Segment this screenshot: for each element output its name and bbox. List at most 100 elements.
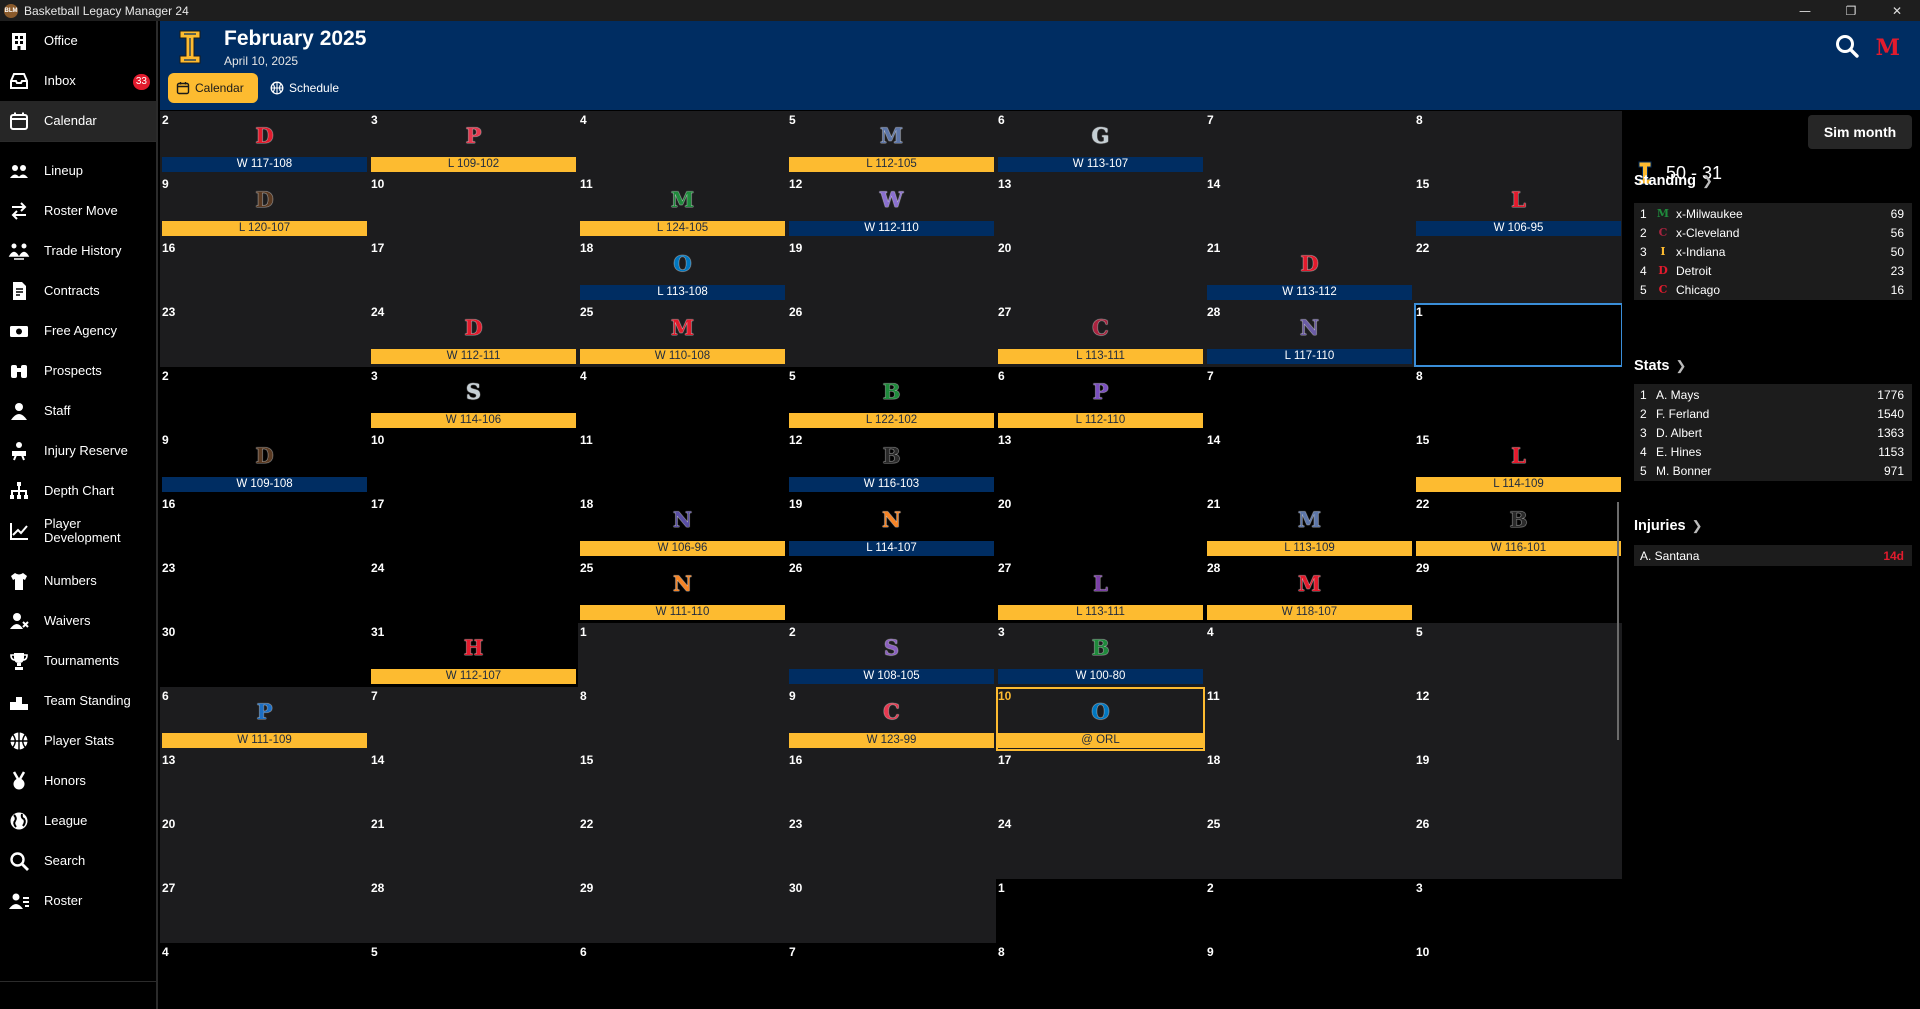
calendar-day[interactable]: 22 [578,815,787,879]
calendar-day[interactable]: 9 C W 123-99 [787,687,996,751]
calendar-day[interactable]: 9 D W 109-108 [160,431,369,495]
game-result[interactable]: L 120-107 [162,221,367,236]
game-result[interactable]: W 108-105 [789,669,994,684]
sidebar-item-team-standing[interactable]: Team Standing [0,681,156,721]
calendar-day[interactable]: 24 D W 112-111 [369,303,578,367]
calendar-day[interactable]: 3 S W 114-106 [369,367,578,431]
game-result[interactable]: L 109-102 [371,157,576,172]
calendar-day[interactable]: 2 S W 108-105 [787,623,996,687]
calendar-day[interactable]: 29 [578,879,787,943]
calendar-day[interactable]: 8 [1414,111,1623,175]
calendar-day[interactable]: 28 [369,879,578,943]
game-result[interactable]: W 113-107 [998,157,1203,172]
calendar-day[interactable]: 8 [996,943,1205,1007]
calendar-day-today[interactable]: 10 O @ ORL [996,687,1205,751]
game-result[interactable]: L 112-110 [998,413,1203,428]
calendar-day[interactable]: 16 [787,751,996,815]
list-item[interactable]: 4 D Detroit 23 [1634,260,1912,281]
game-result[interactable]: W 117-108 [162,157,367,172]
calendar-day[interactable]: 24 [996,815,1205,879]
calendar-day[interactable]: 2 D W 117-108 [160,111,369,175]
calendar-day[interactable]: 11 M L 124-105 [578,175,787,239]
game-result[interactable]: L 112-105 [789,157,994,172]
calendar-day[interactable]: 23 [160,303,369,367]
calendar-day[interactable]: 17 [996,751,1205,815]
sidebar-item-trade-history[interactable]: Trade History [0,231,156,271]
calendar-day[interactable]: 30 [160,623,369,687]
calendar-day[interactable]: 25 N W 111-110 [578,559,787,623]
sidebar-item-prospects[interactable]: Prospects [0,351,156,391]
list-item[interactable]: 4 E. Hines 1153 [1634,441,1912,462]
game-result[interactable]: L 114-109 [1416,477,1621,492]
sidebar-item-player-development[interactable]: Player Development [0,511,156,551]
calendar-day[interactable]: 12 B W 116-103 [787,431,996,495]
sidebar-item-contracts[interactable]: Contracts [0,271,156,311]
game-result[interactable]: L 113-111 [998,605,1203,620]
game-result[interactable]: L 124-105 [580,221,785,236]
calendar-day[interactable]: 10 [369,431,578,495]
game-result[interactable]: W 116-101 [1416,541,1621,556]
game-result[interactable]: L 114-107 [789,541,994,556]
calendar-day[interactable]: 4 [1205,623,1414,687]
calendar-day[interactable]: 13 [996,431,1205,495]
calendar-day[interactable]: 14 [1205,431,1414,495]
calendar-day[interactable]: 7 [787,943,996,1007]
game-result[interactable]: W 110-108 [580,349,785,364]
sidebar-item-search[interactable]: Search [0,841,156,881]
calendar-day[interactable]: 30 [787,879,996,943]
calendar-day[interactable]: 5 [1414,623,1623,687]
sidebar-item-injury-reserve[interactable]: Injury Reserve [0,431,156,471]
game-result[interactable]: L 117-110 [1207,349,1412,364]
calendar-day[interactable]: 18 N W 106-96 [578,495,787,559]
calendar-day[interactable]: 31 H W 112-107 [369,623,578,687]
sim-month-button[interactable]: Sim month [1808,115,1912,149]
standing-header[interactable]: Standing ❯ [1634,173,1713,189]
calendar-day[interactable]: 18 [1205,751,1414,815]
game-result[interactable]: @ ORL [998,733,1203,748]
calendar-day[interactable]: 25 [1205,815,1414,879]
calendar-day[interactable]: 8 [1414,367,1623,431]
sidebar-item-waivers[interactable]: Waivers [0,601,156,641]
calendar-day[interactable]: 14 [1205,175,1414,239]
calendar-day[interactable]: 19 [1414,751,1623,815]
calendar-day[interactable]: 14 [369,751,578,815]
calendar-day[interactable]: 29 [1414,559,1623,623]
calendar-day[interactable]: 26 [787,559,996,623]
calendar-day[interactable]: 23 [787,815,996,879]
sidebar-item-honors[interactable]: Honors [0,761,156,801]
sidebar-item-numbers[interactable]: Numbers [0,561,156,601]
calendar-day[interactable]: 8 [578,687,787,751]
calendar-day[interactable]: 7 [1205,367,1414,431]
calendar-day[interactable]: 16 [160,239,369,303]
calendar-day[interactable]: 20 [996,239,1205,303]
sidebar-item-player-stats[interactable]: Player Stats [0,721,156,761]
calendar-day[interactable]: 2 [160,367,369,431]
calendar-day[interactable]: 9 [1205,943,1414,1007]
calendar-day[interactable]: 28 N L 117-110 [1205,303,1414,367]
list-item[interactable]: 2 F. Ferland 1540 [1634,403,1912,424]
calendar-day[interactable]: 23 [160,559,369,623]
tab-calendar[interactable]: Calendar [168,73,258,103]
list-item[interactable]: 3 D. Albert 1363 [1634,422,1912,443]
injuries-header[interactable]: Injuries ❯ [1634,518,1702,534]
sidebar-item-depth-chart[interactable]: Depth Chart [0,471,156,511]
opponent-logo-icon[interactable]: M [1875,35,1900,61]
calendar-day[interactable]: 22 B W 116-101 [1414,495,1623,559]
calendar-day[interactable]: 20 [996,495,1205,559]
game-result[interactable]: W 112-110 [789,221,994,236]
game-result[interactable]: W 112-111 [371,349,576,364]
calendar-day[interactable]: 7 [369,687,578,751]
calendar-day[interactable]: 22 [1414,239,1623,303]
game-result[interactable]: W 113-112 [1207,285,1412,300]
game-result[interactable]: W 112-107 [371,669,576,684]
calendar-day[interactable]: 2 [1205,879,1414,943]
calendar-day[interactable]: 27 L L 113-111 [996,559,1205,623]
calendar-day[interactable]: 1 [578,623,787,687]
calendar-day[interactable]: 11 [1205,687,1414,751]
sidebar-item-tournaments[interactable]: Tournaments [0,641,156,681]
sidebar-item-inbox[interactable]: Inbox 33 [0,61,156,101]
game-result[interactable]: W 123-99 [789,733,994,748]
calendar-day-selected[interactable]: 1 [1414,303,1623,367]
sidebar-item-office[interactable]: Office [0,21,156,61]
